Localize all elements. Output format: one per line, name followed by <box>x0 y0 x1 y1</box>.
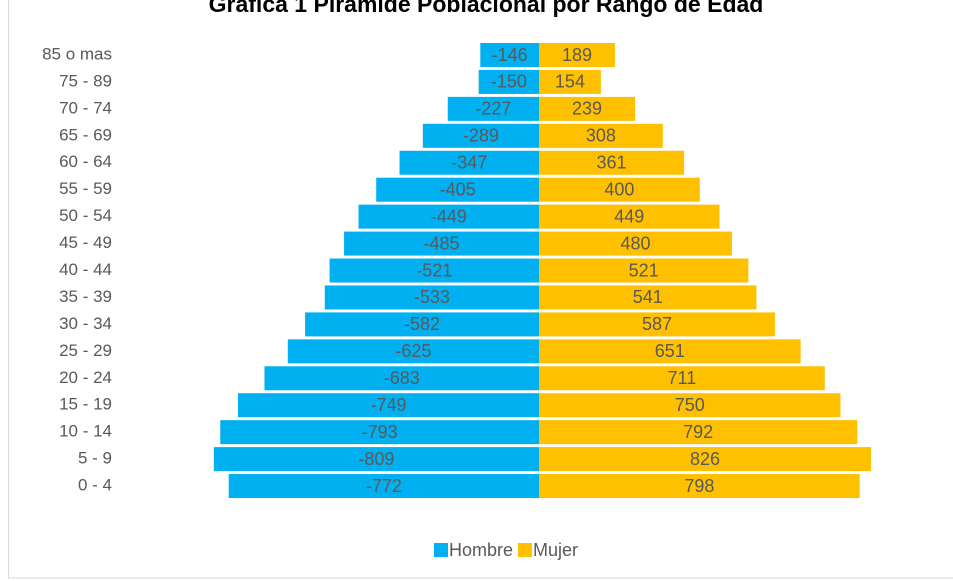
legend-label: Hombre <box>449 540 513 560</box>
bar <box>220 420 539 445</box>
bar <box>539 123 663 148</box>
bar <box>422 123 539 148</box>
data-label: -521 <box>416 260 452 280</box>
legend-label: Mujer <box>533 540 578 560</box>
bar <box>447 96 539 121</box>
y-tick-label: 20 - 24 <box>59 368 112 387</box>
bar <box>539 447 871 472</box>
data-label: 521 <box>629 260 659 280</box>
data-label: -582 <box>404 314 440 334</box>
data-label: -227 <box>475 99 511 119</box>
data-label: -772 <box>366 476 402 496</box>
y-tick-label: 5 - 9 <box>78 449 112 468</box>
data-label: -749 <box>370 395 406 415</box>
bar <box>358 204 539 229</box>
y-tick-label: 50 - 54 <box>59 206 112 225</box>
bar <box>344 231 539 256</box>
legend-swatch <box>434 543 448 557</box>
y-tick-label: 15 - 19 <box>59 395 112 414</box>
bar <box>213 447 539 472</box>
bar <box>539 339 801 364</box>
data-label: -150 <box>491 72 527 92</box>
y-tick-label: 70 - 74 <box>59 98 112 117</box>
y-tick-label: 75 - 89 <box>59 71 112 90</box>
data-label: -809 <box>358 449 394 469</box>
bar <box>376 177 539 202</box>
bar <box>539 285 757 310</box>
data-label: 587 <box>642 314 672 334</box>
y-tick-label: 25 - 29 <box>59 341 112 360</box>
data-label: 651 <box>655 341 685 361</box>
bar <box>329 258 539 283</box>
y-tick-label: 60 - 64 <box>59 152 112 171</box>
y-tick-label: 55 - 59 <box>59 179 112 198</box>
bar <box>539 420 858 445</box>
data-label: -449 <box>431 206 467 226</box>
data-label: -793 <box>362 422 398 442</box>
bar <box>539 204 720 229</box>
chart-title: Grafica 1 Piramide Poblacional por Rango… <box>209 0 764 17</box>
data-label: -289 <box>463 126 499 146</box>
bar <box>539 96 636 121</box>
y-tick-label: 65 - 69 <box>59 125 112 144</box>
bar <box>264 366 539 391</box>
bar <box>539 43 615 67</box>
data-label: 541 <box>633 287 663 307</box>
y-tick-label: 40 - 44 <box>59 260 112 279</box>
legend-swatch <box>518 543 532 557</box>
bar <box>287 339 539 364</box>
data-label: 308 <box>586 126 616 146</box>
y-tick-label: 35 - 39 <box>59 287 112 306</box>
data-label: 189 <box>562 45 592 65</box>
data-label: 154 <box>555 72 585 92</box>
data-label: -533 <box>414 287 450 307</box>
bar <box>539 69 601 94</box>
data-label: 449 <box>614 206 644 226</box>
bar <box>237 393 539 418</box>
data-label: 798 <box>684 476 714 496</box>
data-label: 480 <box>620 233 650 253</box>
data-label: 361 <box>597 153 627 173</box>
data-label: 711 <box>668 368 697 388</box>
bar <box>539 366 825 391</box>
y-tick-label: 0 - 4 <box>78 476 112 495</box>
data-label: 239 <box>572 99 602 119</box>
bar <box>539 177 700 202</box>
bar <box>539 258 749 283</box>
y-tick-label: 10 - 14 <box>59 422 112 441</box>
data-label: -405 <box>440 179 476 199</box>
data-label: 750 <box>675 395 705 415</box>
bar <box>478 69 539 94</box>
data-label: 792 <box>683 422 713 442</box>
data-label: -146 <box>492 45 528 65</box>
data-label: -485 <box>424 233 460 253</box>
bar <box>399 150 539 175</box>
data-label: -683 <box>384 368 420 388</box>
y-tick-label: 45 - 49 <box>59 233 112 252</box>
bar <box>539 231 732 256</box>
bar <box>228 474 540 499</box>
bar <box>539 312 775 337</box>
bar <box>324 285 539 310</box>
data-label: 400 <box>604 179 634 199</box>
data-label: -347 <box>451 153 487 173</box>
bar <box>539 474 860 499</box>
bar <box>539 393 841 418</box>
y-tick-label: 30 - 34 <box>59 314 112 333</box>
bar <box>305 312 539 337</box>
y-tick-label: 85 o mas <box>42 44 112 63</box>
bar <box>480 43 539 67</box>
bar <box>539 150 685 175</box>
data-label: -625 <box>395 341 431 361</box>
data-label: 826 <box>690 449 720 469</box>
